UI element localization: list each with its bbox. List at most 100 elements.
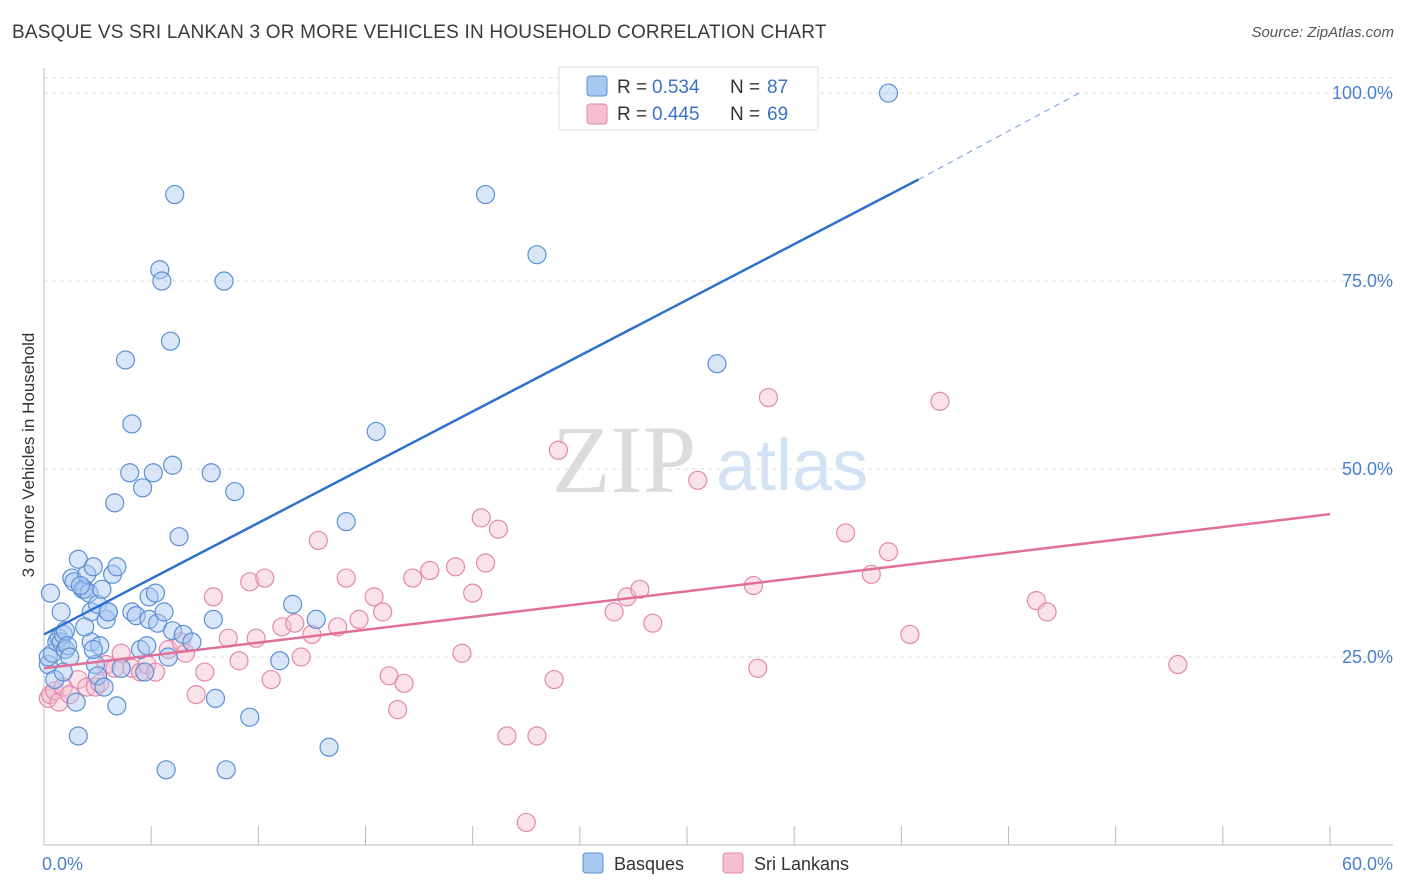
srilankan-point <box>49 692 69 712</box>
x-tick-label-min: 0.0% <box>42 854 83 874</box>
basque-point <box>83 639 103 660</box>
srilankan-point <box>1168 654 1188 675</box>
basque-point <box>92 579 112 599</box>
basque-point <box>40 583 61 603</box>
srilankan-point <box>758 387 779 408</box>
basque-point <box>68 726 88 746</box>
legend-r-value-srilankans: 0.445 <box>652 104 700 125</box>
basque-point <box>270 651 290 671</box>
srilankan-point <box>544 669 564 690</box>
y-tick-labels: 25.0% 50.0% 75.0% 100.0% <box>1332 83 1393 667</box>
watermark-zip: ZIP <box>552 406 696 513</box>
basque-point <box>66 692 86 712</box>
series-legend-swatch-basques <box>582 852 604 874</box>
legend-n-value-srilankans: 69 <box>767 104 788 125</box>
series-legend-label-basques: Basques <box>614 854 684 874</box>
basque-point <box>98 602 118 622</box>
basque-points <box>38 83 899 780</box>
srilankan-point <box>240 572 260 592</box>
basque-point <box>154 602 174 622</box>
srilankan-point <box>488 519 508 539</box>
basque-point <box>87 666 108 686</box>
srilankan-point <box>930 391 950 411</box>
srilankan-point <box>388 700 408 720</box>
legend-swatch-srilankans <box>586 103 608 125</box>
basque-point <box>165 184 185 205</box>
basque-point <box>111 658 131 678</box>
srilankan-point <box>195 662 215 682</box>
series-legend: Basques Sri Lankans <box>582 852 849 874</box>
srilankan-point <box>255 568 275 588</box>
legend-n-label-basques: N = <box>730 77 760 98</box>
basque-point <box>115 350 136 370</box>
basque-point <box>135 662 155 682</box>
srilankan-point <box>308 530 328 551</box>
basque-point <box>182 632 202 652</box>
basque-point <box>336 512 356 532</box>
srilankan-point <box>452 643 472 663</box>
basque-point <box>96 609 116 630</box>
y-tick-label: 75.0% <box>1342 271 1393 291</box>
basque-point <box>306 609 326 630</box>
basque-point <box>75 617 95 637</box>
y-tick-label: 100.0% <box>1332 83 1393 103</box>
basque-point <box>70 575 91 596</box>
srilankan-point <box>285 613 305 633</box>
basque-point <box>132 478 153 498</box>
srilankan-point <box>373 602 393 622</box>
srilankan-point <box>900 624 920 645</box>
srilankan-point <box>336 568 356 588</box>
basque-point <box>156 760 176 780</box>
legend-n-value-basques: 87 <box>767 77 788 98</box>
srilankan-point <box>471 508 491 528</box>
legend-r-value-basques: 0.534 <box>652 77 700 98</box>
basque-point <box>203 609 223 630</box>
srilankan-point <box>463 583 483 603</box>
basque-point <box>527 245 547 265</box>
basque-trend-line <box>43 178 920 636</box>
legend-r-label-basques: R = <box>617 77 647 98</box>
srilankan-point <box>364 587 384 607</box>
basque-point <box>214 271 234 291</box>
srilankan-trend-line <box>43 512 1331 670</box>
basque-point <box>205 688 226 708</box>
basque-point <box>707 354 727 374</box>
srilankan-point <box>748 658 768 678</box>
basque-point <box>107 557 127 577</box>
srilankan-point <box>394 673 414 693</box>
srilankan-point <box>516 812 536 833</box>
srilankan-point <box>379 666 399 686</box>
basque-point <box>137 636 157 656</box>
srilankan-point <box>743 575 764 596</box>
axes <box>43 68 1393 846</box>
srilankan-point <box>291 647 311 667</box>
watermark: ZIP atlas <box>552 406 868 513</box>
basque-point <box>163 621 183 641</box>
srilankan-point <box>203 587 223 607</box>
srilankan-point <box>145 662 166 682</box>
legend-n-label-srilankans: N = <box>730 104 760 125</box>
srilankan-point <box>445 557 466 577</box>
basque-point <box>283 594 303 614</box>
basque-point <box>126 606 146 626</box>
srilankan-point <box>420 560 440 581</box>
basque-trend-extension <box>918 92 1080 180</box>
y-tick-label: 25.0% <box>1342 647 1393 667</box>
srilankan-point <box>272 617 292 637</box>
basque-point <box>120 463 140 483</box>
legend-r-label-srilankans: R = <box>617 104 647 125</box>
basque-point <box>68 549 88 569</box>
srilankan-point <box>836 523 856 543</box>
basque-point <box>319 737 339 757</box>
srilankan-point <box>349 609 369 630</box>
basque-point <box>216 760 236 780</box>
basque-point <box>878 83 899 103</box>
y-axis-label: 3 or more Vehicles in Household <box>19 333 38 578</box>
srilankan-point <box>630 579 650 599</box>
basque-point <box>145 583 166 603</box>
basque-point <box>94 677 114 697</box>
srilankan-point <box>688 470 708 490</box>
srilankan-point <box>548 440 569 460</box>
srilankan-point <box>403 568 423 588</box>
